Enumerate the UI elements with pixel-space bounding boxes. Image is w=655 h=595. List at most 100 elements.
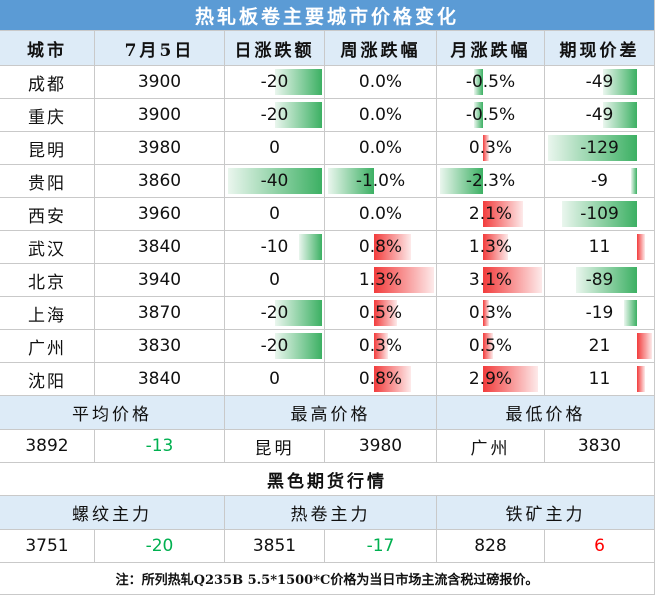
summary-label: 平均价格 xyxy=(0,396,225,430)
note: 注：所列热轧Q235B 5.5*1500*C价格为当日市场主流含税过磅报价。 xyxy=(0,563,655,595)
summary-label: 最高价格 xyxy=(225,396,437,430)
value-cell: 2.1% xyxy=(437,198,545,231)
summary-value: 3892 xyxy=(0,430,95,463)
cell-text: 1.3% xyxy=(468,237,513,257)
value-cell: -129 xyxy=(545,132,655,165)
value-cell: 0 xyxy=(225,198,325,231)
cell-text: 3940 xyxy=(137,270,182,290)
value-cell: -0.5% xyxy=(437,99,545,132)
negative-bar xyxy=(275,102,322,128)
futures-value: -17 xyxy=(325,530,437,563)
negative-bar xyxy=(275,69,322,95)
value-cell: 21 xyxy=(545,330,655,363)
value-cell: -19 xyxy=(545,297,655,330)
cell-text: 3900 xyxy=(137,105,182,125)
cell-text: 2.9% xyxy=(468,369,513,389)
city-cell: 广州 xyxy=(0,330,95,363)
cell-text: -19 xyxy=(585,303,614,323)
value-cell: 3960 xyxy=(95,198,225,231)
city-cell: 西安 xyxy=(0,198,95,231)
cell-text: -20 xyxy=(260,72,289,92)
cell-text: 0.0% xyxy=(358,138,403,158)
negative-bar xyxy=(575,267,638,293)
cell-text: 成都 xyxy=(28,74,66,95)
futures-label: 螺纹主力 xyxy=(0,496,225,530)
cell-text: 重庆 xyxy=(28,107,66,128)
cell-text: 广州 xyxy=(470,438,511,459)
value-cell: -0.5% xyxy=(437,66,545,99)
positive-bar xyxy=(637,234,646,260)
cell-text: 注：所列热轧Q235B 5.5*1500*C价格为当日市场主流含税过磅报价。 xyxy=(115,573,539,588)
header-cell: 月涨跌幅 xyxy=(437,31,545,66)
cell-text: 11 xyxy=(588,369,611,389)
value-cell: -49 xyxy=(545,99,655,132)
city-cell: 沈阳 xyxy=(0,363,95,396)
value-cell: 3900 xyxy=(95,66,225,99)
cell-text: -49 xyxy=(585,72,614,92)
title-bar: 热轧板卷主要城市价格变化 xyxy=(0,0,655,31)
summary-value: 3980 xyxy=(325,430,437,463)
value-cell: -10 xyxy=(225,231,325,264)
cell-text: 铁矿主力 xyxy=(505,505,586,525)
cell-text: 0.8% xyxy=(358,237,403,257)
value-cell: 0 xyxy=(225,264,325,297)
cell-text: -0.5% xyxy=(465,105,516,125)
value-cell: 3.1% xyxy=(437,264,545,297)
value-cell: -1.0% xyxy=(325,165,437,198)
cell-text: 最高价格 xyxy=(290,405,371,425)
cell-text: 月涨跌幅 xyxy=(450,40,531,61)
value-cell: -49 xyxy=(545,66,655,99)
negative-bar xyxy=(474,102,484,128)
cell-text: -49 xyxy=(585,105,614,125)
cell-text: 热卷主力 xyxy=(290,505,371,525)
positive-bar xyxy=(483,234,508,260)
cell-text: 3980 xyxy=(358,436,403,456)
city-cell: 上海 xyxy=(0,297,95,330)
value-cell: 1.3% xyxy=(325,264,437,297)
cell-text: 21 xyxy=(588,336,611,356)
negative-bar xyxy=(548,135,638,161)
cell-text: 3980 xyxy=(137,138,182,158)
cell-text: 贵阳 xyxy=(28,173,66,194)
value-cell: -89 xyxy=(545,264,655,297)
value-cell: 3830 xyxy=(95,330,225,363)
cell-text: 0.5% xyxy=(468,336,513,356)
value-cell: 3980 xyxy=(95,132,225,165)
value-cell: 0.0% xyxy=(325,66,437,99)
cell-text: 0.3% xyxy=(468,138,513,158)
futures-value: -20 xyxy=(95,530,225,563)
value-cell: 2.9% xyxy=(437,363,545,396)
futures-value: 3851 xyxy=(225,530,325,563)
cell-text: 北京 xyxy=(28,272,66,293)
value-cell: 3840 xyxy=(95,231,225,264)
value-cell: 0.5% xyxy=(437,330,545,363)
value-cell: 3900 xyxy=(95,99,225,132)
positive-bar xyxy=(483,333,493,359)
negative-bar xyxy=(298,234,322,260)
negative-bar xyxy=(561,201,638,227)
positive-bar xyxy=(637,366,646,392)
city-cell: 贵阳 xyxy=(0,165,95,198)
positive-bar xyxy=(374,366,411,392)
futures-value: 3751 xyxy=(0,530,95,563)
cell-text: 最低价格 xyxy=(505,405,586,425)
negative-bar xyxy=(624,300,638,326)
cell-text: 螺纹主力 xyxy=(72,505,152,525)
cell-text: 11 xyxy=(588,237,611,257)
cell-text: 3860 xyxy=(137,171,182,191)
value-cell: -20 xyxy=(225,66,325,99)
cell-text: 平均价格 xyxy=(72,405,152,425)
cell-text: 周涨跌幅 xyxy=(340,40,421,61)
cell-text: 3851 xyxy=(252,536,297,556)
positive-bar xyxy=(374,333,388,359)
cell-text: 3830 xyxy=(577,436,622,456)
cell-text: 3830 xyxy=(137,336,182,356)
value-cell: -2.3% xyxy=(437,165,545,198)
cell-text: 7月5日 xyxy=(124,40,195,61)
cell-text: -20 xyxy=(260,105,289,125)
positive-bar xyxy=(483,135,490,161)
value-cell: -20 xyxy=(225,297,325,330)
futures-value: 828 xyxy=(437,530,545,563)
value-cell: -20 xyxy=(225,99,325,132)
header-cell: 7月5日 xyxy=(95,31,225,66)
